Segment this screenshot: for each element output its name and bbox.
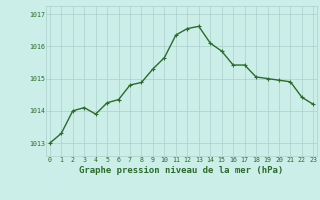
X-axis label: Graphe pression niveau de la mer (hPa): Graphe pression niveau de la mer (hPa) bbox=[79, 166, 284, 175]
